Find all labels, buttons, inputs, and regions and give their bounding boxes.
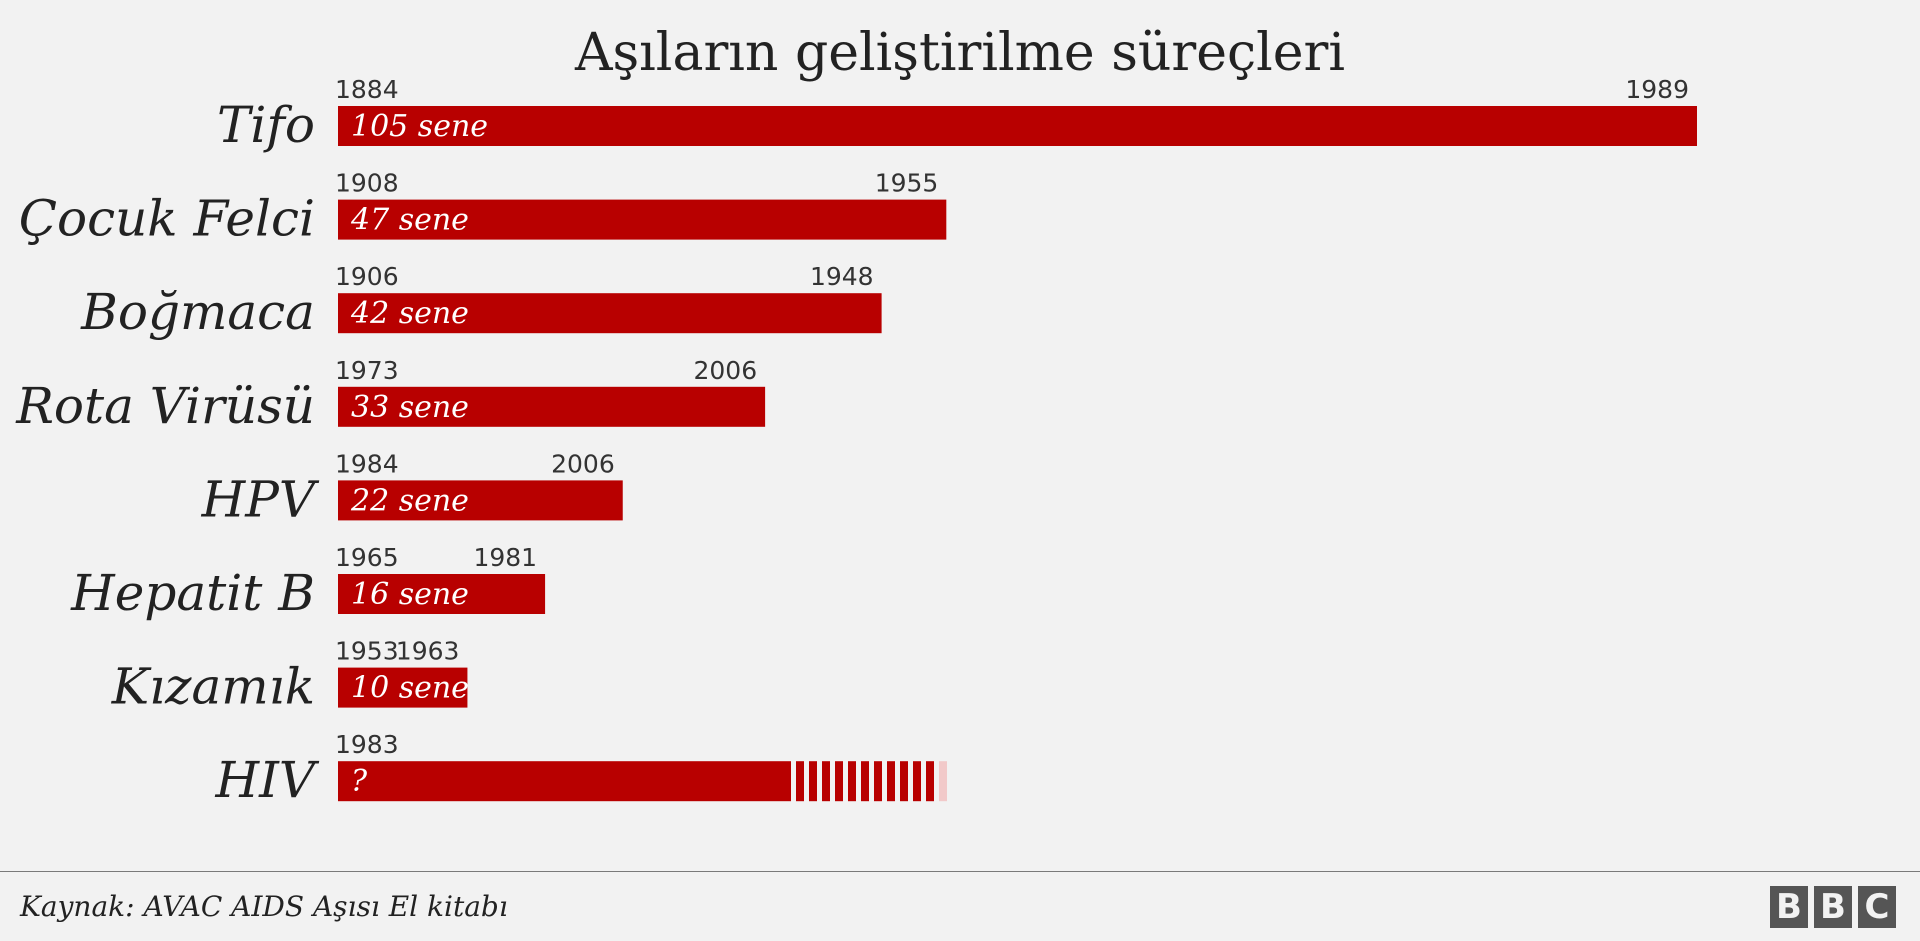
footer: Kaynak: AVAC AIDS Aşısı El kitabı B B C — [0, 871, 1920, 941]
bar — [338, 667, 468, 708]
start-year-label: 1984 — [335, 449, 399, 478]
bar-stripe — [848, 761, 856, 802]
logo-letter-b1: B — [1770, 886, 1808, 928]
chart-title: Aşıların geliştirilme süreçleri — [574, 23, 1345, 83]
logo-letter-c: C — [1858, 886, 1896, 928]
category-label: Kızamık — [111, 658, 315, 716]
bar-stripe — [835, 761, 843, 802]
end-year-label: 1981 — [473, 543, 537, 572]
duration-label: 10 sene — [351, 671, 469, 706]
duration-label: 42 sene — [350, 296, 469, 331]
start-year-label: 1953 — [335, 637, 399, 666]
category-label: Çocuk Felci — [19, 190, 315, 248]
bar-stripe — [939, 761, 947, 802]
bar — [338, 574, 546, 614]
bar-stripe — [796, 761, 804, 802]
bar-stripe — [887, 761, 895, 802]
end-year-label: 2006 — [693, 356, 757, 385]
category-label: Boğmaca — [80, 283, 315, 341]
bar — [338, 386, 766, 427]
end-year-label: 1963 — [396, 637, 460, 666]
category-label: Rota Virüsü — [15, 377, 315, 435]
logo-letter-b2: B — [1814, 886, 1852, 928]
bar-chart: Aşıların geliştirilme süreçleri Tifo 1884… — [15, 23, 1697, 809]
start-year-label: 1983 — [335, 730, 399, 759]
bbc-logo: B B C — [1770, 886, 1896, 928]
source-text: Kaynak: AVAC AIDS Aşısı El kitabı — [20, 890, 508, 923]
bar-stripe — [913, 761, 921, 802]
bar-stripe — [926, 761, 934, 802]
end-year-label: 1955 — [875, 169, 939, 198]
duration-label: 16 sene — [351, 577, 469, 612]
bar-stripe — [822, 761, 830, 802]
bar-stripe — [900, 761, 908, 802]
bar-stripe — [861, 761, 869, 802]
duration-label: 47 sene — [350, 203, 469, 238]
bar — [338, 293, 882, 334]
bar — [338, 480, 623, 521]
end-year-label: 1948 — [810, 262, 874, 291]
start-year-label: 1884 — [335, 75, 399, 104]
start-year-label: 1906 — [335, 262, 399, 291]
bar-stripe — [874, 761, 882, 802]
category-label: Tifo — [217, 96, 315, 154]
start-year-label: 1973 — [335, 356, 399, 385]
duration-label: 33 sene — [351, 390, 469, 425]
category-label: HIV — [215, 751, 320, 809]
start-year-label: 1965 — [335, 543, 399, 572]
bar — [338, 199, 947, 240]
end-year-label: 2006 — [551, 449, 615, 478]
duration-label: ? — [351, 764, 368, 799]
category-label: Hepatit B — [70, 564, 315, 622]
bar — [338, 761, 791, 802]
start-year-label: 1908 — [335, 169, 399, 198]
end-year-label: 1989 — [1625, 75, 1689, 104]
duration-label: 105 sene — [351, 109, 488, 144]
bar — [338, 106, 1697, 146]
bar-stripe — [809, 761, 817, 802]
duration-label: 22 sene — [350, 483, 469, 518]
category-label: HPV — [201, 470, 320, 528]
